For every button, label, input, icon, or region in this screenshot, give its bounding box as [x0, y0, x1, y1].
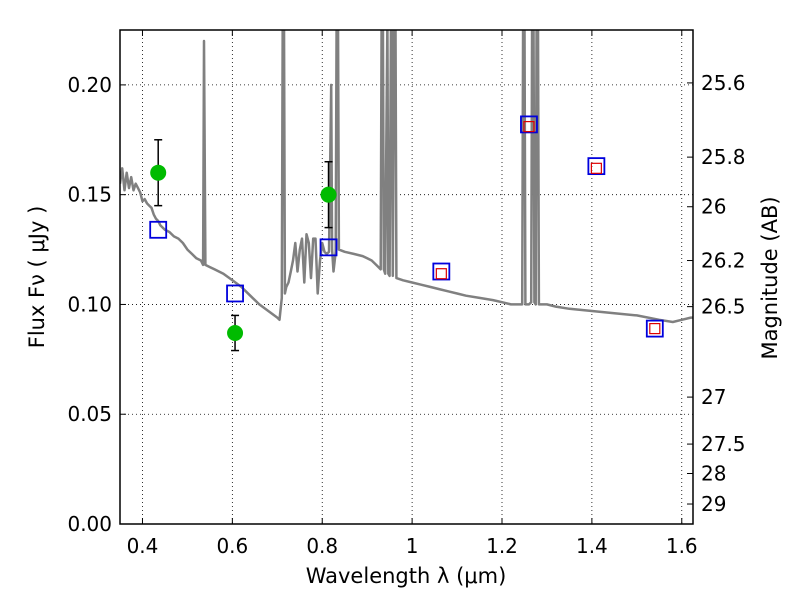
y2-axis-label: Magnitude (AB) — [758, 196, 782, 359]
y2-tick-label: 25.6 — [701, 71, 746, 95]
y2-tick-label: 27 — [701, 385, 726, 409]
model-flux-inner-square — [435, 268, 447, 280]
x-axis-label: Wavelength λ (μm) — [306, 564, 507, 588]
x-tick-label: 1.4 — [576, 534, 608, 558]
y2-tick-label: 27.5 — [701, 432, 746, 456]
y-axis-label: Flux Fν ( μJy ) — [25, 206, 49, 349]
model-flux-square — [226, 284, 244, 303]
x-tick-label: 0.8 — [306, 534, 338, 558]
y-tick-label: 0.20 — [67, 73, 112, 97]
y2-tick-label: 26.2 — [701, 249, 746, 273]
model-flux-square — [149, 220, 168, 239]
y-tick-label: 0.05 — [67, 402, 112, 426]
model-flux-inner-square — [590, 162, 602, 174]
observed-flux-point — [150, 164, 167, 181]
y2-tick-label: 26.5 — [701, 295, 746, 319]
x-tick-label: 1 — [406, 534, 419, 558]
model-flux-square — [432, 262, 451, 281]
y2-tick-label: 25.8 — [701, 145, 746, 169]
y-tick-label: 0.00 — [67, 512, 112, 536]
observed-flux-point — [320, 186, 337, 203]
plot-frame — [119, 29, 694, 525]
model-sed-line — [120, 30, 693, 324]
y-tick-label: 0.10 — [67, 292, 112, 316]
tick-labels: 0.4 0.6 0.8 1 1.2 1.4 1.6 0.00 0.05 0.10 0.15 0.20 2… — [67, 71, 745, 558]
x-tick-label: 1.2 — [486, 534, 518, 558]
model-flux-square — [587, 157, 606, 176]
model-flux-square — [319, 238, 338, 257]
x-tick-label: 0.6 — [216, 534, 248, 558]
y-tick-label: 0.15 — [67, 183, 112, 207]
axis-ticks — [120, 30, 693, 525]
model-flux-square — [645, 319, 664, 338]
y2-tick-label: 29 — [701, 492, 726, 516]
plot-area — [120, 30, 693, 352]
observed-flux-point — [227, 324, 244, 341]
y2-tick-label: 28 — [701, 462, 726, 486]
x-tick-label: 0.4 — [127, 534, 159, 558]
model-flux-inner-square — [523, 121, 535, 133]
model-flux-square — [520, 115, 538, 134]
x-tick-label: 1.6 — [666, 534, 698, 558]
y2-tick-label: 26 — [701, 195, 726, 219]
model-flux-inner-square — [649, 322, 661, 335]
